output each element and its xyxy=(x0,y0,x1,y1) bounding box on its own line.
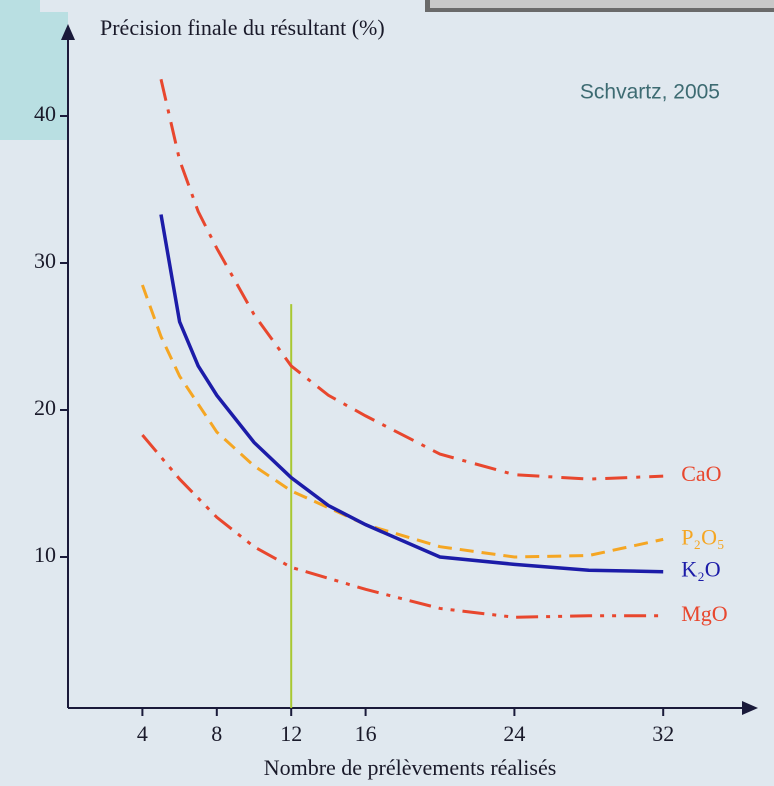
annotation: Schvartz, 2005 xyxy=(580,81,720,104)
series-line xyxy=(140,284,664,559)
y-tick-label: 10 xyxy=(34,542,56,567)
series-line xyxy=(159,214,664,574)
y-axis-arrow xyxy=(61,24,75,40)
series-line xyxy=(159,78,664,481)
x-axis-arrow xyxy=(742,701,758,715)
series-label: P₂O₅ xyxy=(681,524,724,549)
chart-title: Précision finale du résultant (%) xyxy=(100,15,385,40)
x-tick-label: 32 xyxy=(652,721,674,746)
series-label: CaO xyxy=(681,461,721,486)
x-axis-label: Nombre de prélèvements réalisés xyxy=(264,755,557,780)
x-tick-label: 8 xyxy=(211,721,222,746)
series-label: K₂O xyxy=(681,557,720,582)
y-tick-label: 30 xyxy=(34,248,56,273)
series-label: MgO xyxy=(681,601,727,626)
y-tick-label: 40 xyxy=(34,101,56,126)
y-tick-label: 20 xyxy=(34,395,56,420)
photo-strip xyxy=(430,0,774,8)
decoration xyxy=(0,0,68,140)
x-tick-label: 12 xyxy=(280,721,302,746)
x-tick-label: 24 xyxy=(503,721,525,746)
x-tick-label: 16 xyxy=(355,721,377,746)
x-tick-label: 4 xyxy=(137,721,148,746)
series-line xyxy=(141,434,664,619)
